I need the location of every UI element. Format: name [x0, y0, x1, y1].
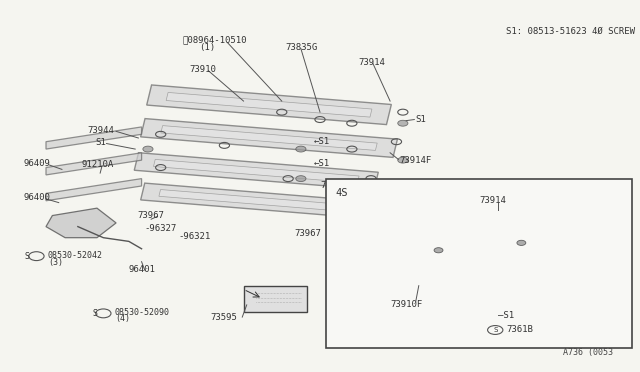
Circle shape — [296, 176, 306, 182]
Polygon shape — [46, 179, 141, 201]
Text: 96409: 96409 — [24, 159, 51, 169]
Text: S: S — [92, 309, 97, 318]
Bar — [326, 179, 632, 349]
Text: ←S1: ←S1 — [314, 137, 330, 146]
Circle shape — [434, 248, 443, 253]
Polygon shape — [147, 85, 391, 125]
Text: 73914: 73914 — [358, 58, 385, 67]
Text: 4S: 4S — [336, 188, 348, 198]
Text: 73910F: 73910F — [390, 300, 422, 309]
Polygon shape — [161, 126, 377, 150]
Text: 73595: 73595 — [211, 312, 237, 321]
Text: A736 (0053: A736 (0053 — [563, 347, 613, 357]
Circle shape — [517, 240, 526, 246]
Text: -96321: -96321 — [179, 232, 211, 241]
Circle shape — [296, 146, 306, 152]
Text: 73835G: 73835G — [285, 43, 317, 52]
Circle shape — [397, 120, 408, 126]
Text: S1: S1 — [95, 138, 106, 147]
Text: 73910: 73910 — [189, 65, 216, 74]
Text: -96327: -96327 — [145, 224, 177, 233]
Circle shape — [397, 157, 408, 163]
Text: 73914F: 73914F — [399, 155, 432, 165]
Polygon shape — [141, 183, 372, 218]
Text: 91210A: 91210A — [81, 160, 113, 169]
Text: (4): (4) — [115, 314, 130, 323]
Text: 08530-52090: 08530-52090 — [115, 308, 170, 317]
Text: S: S — [493, 327, 497, 333]
Text: S1: S1 — [415, 115, 426, 124]
Bar — [244, 286, 307, 311]
Text: 96401: 96401 — [129, 264, 156, 273]
Text: 73914: 73914 — [479, 196, 506, 205]
Polygon shape — [372, 238, 556, 254]
Circle shape — [143, 146, 153, 152]
Text: 73967: 73967 — [294, 230, 321, 238]
Polygon shape — [159, 190, 354, 212]
Text: S1: 08513-51623 4Ø SCREW: S1: 08513-51623 4Ø SCREW — [506, 27, 636, 36]
Polygon shape — [166, 93, 372, 117]
Text: 96400: 96400 — [24, 193, 51, 202]
Text: (1): (1) — [199, 43, 215, 52]
Text: 73967: 73967 — [137, 211, 164, 220]
Polygon shape — [154, 160, 359, 183]
Text: 73567: 73567 — [320, 182, 347, 190]
Text: 08530-52042: 08530-52042 — [48, 251, 103, 260]
Polygon shape — [349, 232, 580, 261]
Text: ⓝ08964-10510: ⓝ08964-10510 — [183, 36, 248, 45]
Text: —S1: —S1 — [499, 311, 515, 320]
Text: S1: S1 — [358, 185, 369, 194]
Polygon shape — [134, 153, 378, 190]
Text: (3): (3) — [48, 257, 63, 267]
Text: S: S — [24, 251, 29, 261]
Text: 73944: 73944 — [88, 126, 115, 135]
Polygon shape — [46, 208, 116, 238]
Polygon shape — [46, 153, 141, 175]
Polygon shape — [141, 119, 397, 157]
Text: 7361B: 7361B — [506, 325, 533, 334]
Text: ←S1: ←S1 — [314, 159, 330, 169]
Polygon shape — [46, 127, 141, 149]
